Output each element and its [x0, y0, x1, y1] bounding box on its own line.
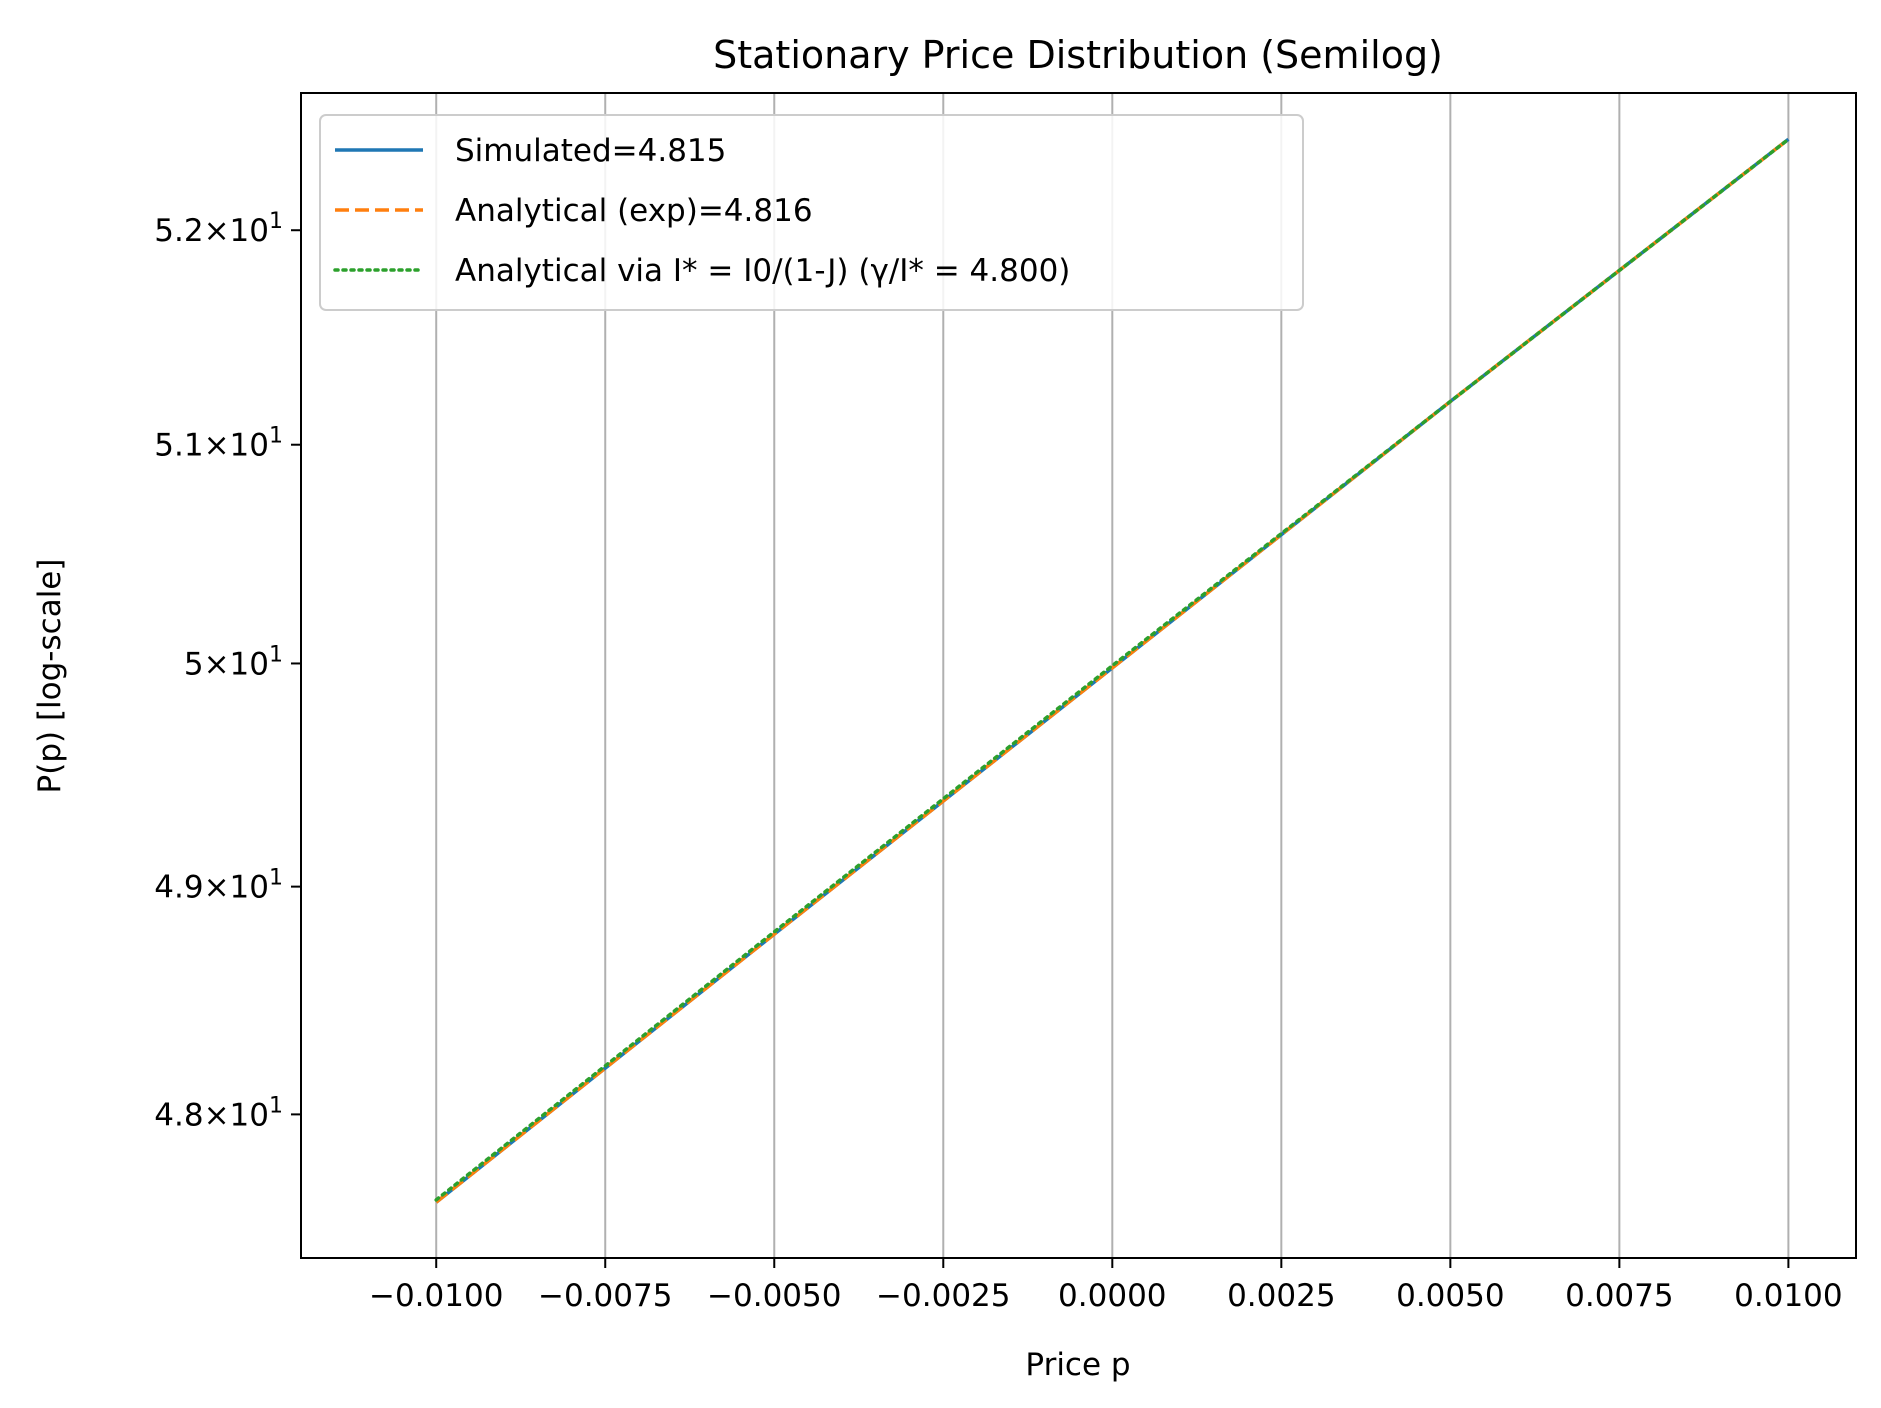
x-tick-label: 0.0025: [1227, 1278, 1335, 1314]
x-axis-label: Price p: [1025, 1347, 1130, 1383]
legend-box: [319, 114, 1304, 311]
x-tick-label: 0.0100: [1734, 1278, 1842, 1314]
y-tick-label: 5.1×101: [154, 424, 283, 464]
y-tick-label: 4.9×101: [154, 866, 283, 906]
series-line-3: [434, 137, 1791, 1202]
series-line-2: [435, 137, 1790, 1204]
x-tick-label: −0.0075: [538, 1278, 672, 1314]
x-tick-label: −0.0025: [876, 1278, 1010, 1314]
y-tick-label: 4.8×101: [154, 1093, 283, 1133]
x-tick-label: 0.0050: [1396, 1278, 1504, 1314]
x-axis: −0.0100 −0.0075 −0.0050 −0.0025 0.0000 0.0025…: [369, 1258, 1843, 1314]
series-lines: [434, 137, 1791, 1204]
y-tick-label: 5×101: [184, 642, 283, 682]
x-tick-label: 0.0000: [1058, 1278, 1166, 1314]
legend-label-2: Analytical (exp)=4.816: [455, 193, 813, 229]
legend-label-3: Analytical via I* = I0/(1-J) (γ/I* = 4.8…: [455, 253, 1070, 289]
legend-entries: Simulated=4.815 Analytical (exp)=4.816 Ana…: [333, 133, 1070, 289]
x-tick-label: 0.0075: [1565, 1278, 1673, 1314]
plot-frame: [300, 92, 1857, 1259]
legend-label-1: Simulated=4.815: [455, 133, 726, 169]
legend: Simulated=4.815 Analytical (exp)=4.816 Ana…: [319, 114, 1304, 311]
chart-title: Stationary Price Distribution (Semilog): [713, 33, 1443, 77]
y-tick-label: 5.2×101: [154, 209, 283, 249]
y-axis-label: P(p) [log-scale]: [32, 559, 68, 794]
y-axis: 4.8×101 4.9×101 5×101 5.1×101 5.2×101: [154, 209, 301, 1133]
x-tick-label: −0.0100: [369, 1278, 503, 1314]
x-tick-label: −0.0050: [707, 1278, 841, 1314]
